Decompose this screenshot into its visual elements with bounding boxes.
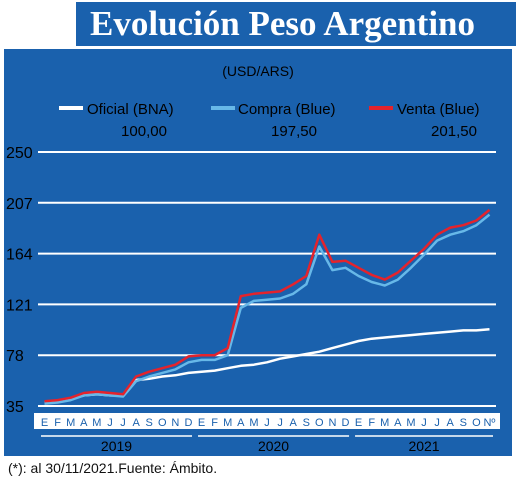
unit-label: (USD/ARS) <box>222 63 294 79</box>
month-label: S <box>303 417 310 429</box>
chart-svg: (USD/ARS) Oficial (BNA) 100,00 Compra (Blu… <box>6 63 500 454</box>
legend-series-name: Compra (Blue) <box>238 101 336 118</box>
month-label: J <box>264 417 270 429</box>
month-label: J <box>277 417 283 429</box>
month-band <box>34 413 500 429</box>
chart-panel: (USD/ARS) Oficial (BNA) 100,00 Compra (Blu… <box>4 49 512 456</box>
y-tick-label: 207 <box>6 196 33 213</box>
y-tick-label: 35 <box>6 399 24 416</box>
footnote: (*): al 30/11/2021.Fuente: Ámbito. <box>8 460 218 476</box>
y-tick-label: 164 <box>6 247 33 264</box>
month-label: A <box>289 417 297 429</box>
series-line-venta <box>44 208 491 403</box>
month-label: M <box>66 417 75 429</box>
month-label: E <box>355 417 362 429</box>
legend-last-value: 201,50 <box>431 123 477 140</box>
legend: Oficial (BNA) 100,00 Compra (Blue) 197,50 Ve… <box>59 101 480 140</box>
month-label: D <box>342 417 350 429</box>
title-bar: Evolución Peso Argentino <box>72 2 516 46</box>
month-label: E <box>198 417 205 429</box>
series-lines <box>44 208 491 405</box>
month-label: N <box>171 417 179 429</box>
month-label: F <box>368 417 375 429</box>
month-label: J <box>107 417 113 429</box>
month-label: A <box>394 417 402 429</box>
month-label: N <box>328 417 336 429</box>
month-label: M <box>380 417 389 429</box>
month-label: M <box>92 417 101 429</box>
month-label: A <box>237 417 245 429</box>
year-label: 2019 <box>101 438 132 454</box>
year-label: 2021 <box>408 438 439 454</box>
month-label: Nº <box>483 417 495 429</box>
month-label: S <box>460 417 467 429</box>
month-label: A <box>80 417 88 429</box>
y-axis: 250 207 164 121 78 35 <box>6 145 33 416</box>
month-label: O <box>472 417 481 429</box>
month-label: E <box>41 417 48 429</box>
month-label: A <box>132 417 140 429</box>
month-label: J <box>421 417 427 429</box>
y-tick-label: 78 <box>6 348 24 365</box>
legend-last-value: 100,00 <box>121 123 167 140</box>
gridlines <box>38 151 496 407</box>
month-label: O <box>315 417 324 429</box>
y-tick-label: 250 <box>6 145 33 162</box>
y-tick-label: 121 <box>6 297 33 314</box>
month-label: A <box>447 417 455 429</box>
month-label: F <box>211 417 218 429</box>
legend-series-name: Oficial (BNA) <box>87 101 174 118</box>
month-label: M <box>223 417 232 429</box>
series-line-oficial <box>44 327 490 404</box>
month-label: M <box>249 417 258 429</box>
month-label: M <box>406 417 415 429</box>
month-label: D <box>185 417 193 429</box>
month-label: S <box>146 417 153 429</box>
month-label: O <box>158 417 167 429</box>
month-label: J <box>120 417 126 429</box>
month-label: J <box>434 417 440 429</box>
x-axis: E F M A M J J A S O N D E F M A M J J A S O N D E F M A M J J A S O Nº2019… <box>34 413 500 454</box>
legend-last-value: 197,50 <box>271 123 317 140</box>
series-line-compra <box>44 213 491 405</box>
legend-series-name: Venta (Blue) <box>397 101 480 118</box>
month-label: F <box>54 417 61 429</box>
chart-title: Evolución Peso Argentino <box>90 4 476 43</box>
year-label: 2020 <box>258 438 289 454</box>
